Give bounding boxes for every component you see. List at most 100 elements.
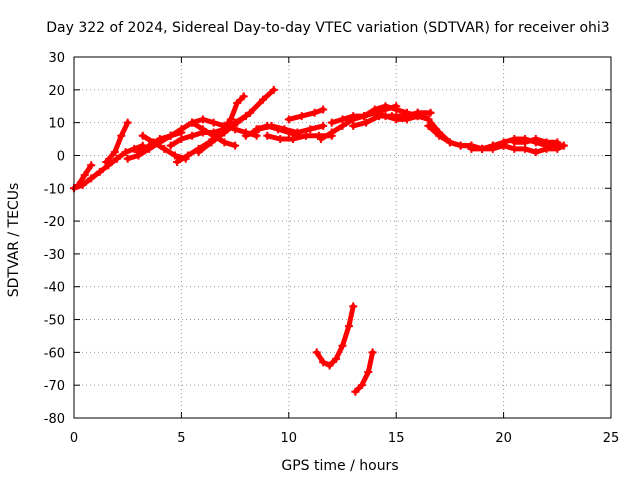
data-point [310, 108, 319, 117]
data-point [74, 180, 83, 189]
data-point [233, 98, 242, 107]
series-arc-c [102, 118, 132, 167]
data-point [467, 144, 476, 153]
data-point [349, 112, 358, 121]
x-tick-label: 25 [603, 431, 620, 446]
data-point [80, 171, 89, 180]
data-point [392, 105, 401, 114]
data-point [259, 95, 268, 104]
series-line [468, 136, 567, 152]
data-point [284, 115, 293, 124]
series-arc-b [74, 161, 96, 189]
data-point [312, 348, 321, 357]
data-point [370, 105, 379, 114]
data-point [155, 135, 164, 144]
series-line [286, 107, 326, 122]
data-point [102, 158, 111, 167]
data-point [145, 141, 154, 150]
data-point [138, 131, 147, 140]
data-point [387, 112, 396, 121]
data-point [241, 131, 250, 140]
data-point [357, 381, 366, 390]
data-point [317, 135, 326, 144]
data-point [338, 341, 347, 350]
data-point [188, 118, 197, 127]
series-arc-h [134, 128, 186, 157]
data-point [531, 135, 540, 144]
x-tick-label: 15 [388, 431, 405, 446]
data-point [188, 131, 197, 140]
data-point [117, 131, 126, 140]
data-point [478, 144, 487, 153]
data-point [220, 138, 229, 147]
y-tick-label: -10 [44, 182, 65, 197]
data-point [263, 131, 272, 140]
data-point [351, 387, 360, 396]
data-point [327, 118, 336, 127]
series-line [103, 120, 131, 165]
y-tick-label: -30 [44, 248, 65, 263]
data-point [344, 322, 353, 331]
data-point [226, 115, 235, 124]
data-series [70, 85, 568, 396]
data-point [274, 125, 283, 134]
data-point [301, 131, 310, 140]
y-tick-label: 0 [57, 149, 65, 164]
data-point [338, 115, 347, 124]
data-point [209, 118, 218, 127]
series-arc-z [351, 348, 377, 396]
data-point [327, 128, 336, 137]
data-point [445, 138, 454, 147]
data-point [510, 138, 519, 147]
data-point [130, 144, 139, 153]
data-point [521, 138, 530, 147]
y-tick-label: 30 [48, 51, 65, 66]
data-point [542, 138, 551, 147]
data-point [319, 105, 328, 114]
series-arc-o [284, 105, 328, 124]
series-line [352, 349, 376, 395]
data-point [559, 141, 568, 150]
data-point [220, 128, 229, 137]
data-point [177, 128, 186, 137]
data-point [134, 148, 143, 157]
data-point [368, 348, 377, 357]
data-point [332, 354, 341, 363]
data-point [289, 135, 298, 144]
plot-frame [73, 56, 612, 419]
data-point [364, 368, 373, 377]
data-point [531, 148, 540, 157]
data-point [123, 118, 132, 127]
data-point [375, 112, 384, 121]
data-point [319, 121, 328, 130]
data-point [413, 108, 422, 117]
y-axis-label: SDTVAR / TECUs [6, 183, 22, 298]
data-point [198, 125, 207, 134]
data-point [284, 128, 293, 137]
data-point [246, 108, 255, 117]
data-point [297, 112, 306, 121]
chart-title: Day 322 of 2024, Sidereal Day-to-day VTE… [46, 20, 609, 36]
data-point [170, 151, 179, 160]
axis-ticks: 30 20 10 0 -10 -20 -30 -40 -50 -60 -70 -80 0 5 10 15 20 2… [44, 51, 620, 446]
y-tick-label: -50 [44, 314, 65, 329]
y-tick-label: -40 [44, 281, 65, 296]
data-point [173, 158, 182, 167]
series-arc-y [312, 302, 358, 370]
data-point [349, 121, 358, 130]
data-point [499, 141, 508, 150]
data-point [553, 138, 562, 147]
data-point [435, 128, 444, 137]
series-arc-w [488, 141, 568, 157]
data-point [87, 174, 96, 183]
x-axis-label: GPS time / hours [281, 458, 398, 474]
data-point [87, 161, 96, 170]
data-point [276, 135, 285, 144]
x-tick-label: 0 [70, 431, 78, 446]
y-tick-label: -80 [44, 412, 65, 427]
data-point [166, 131, 175, 140]
grid [74, 57, 611, 418]
data-point [160, 144, 169, 153]
data-point [456, 141, 465, 150]
